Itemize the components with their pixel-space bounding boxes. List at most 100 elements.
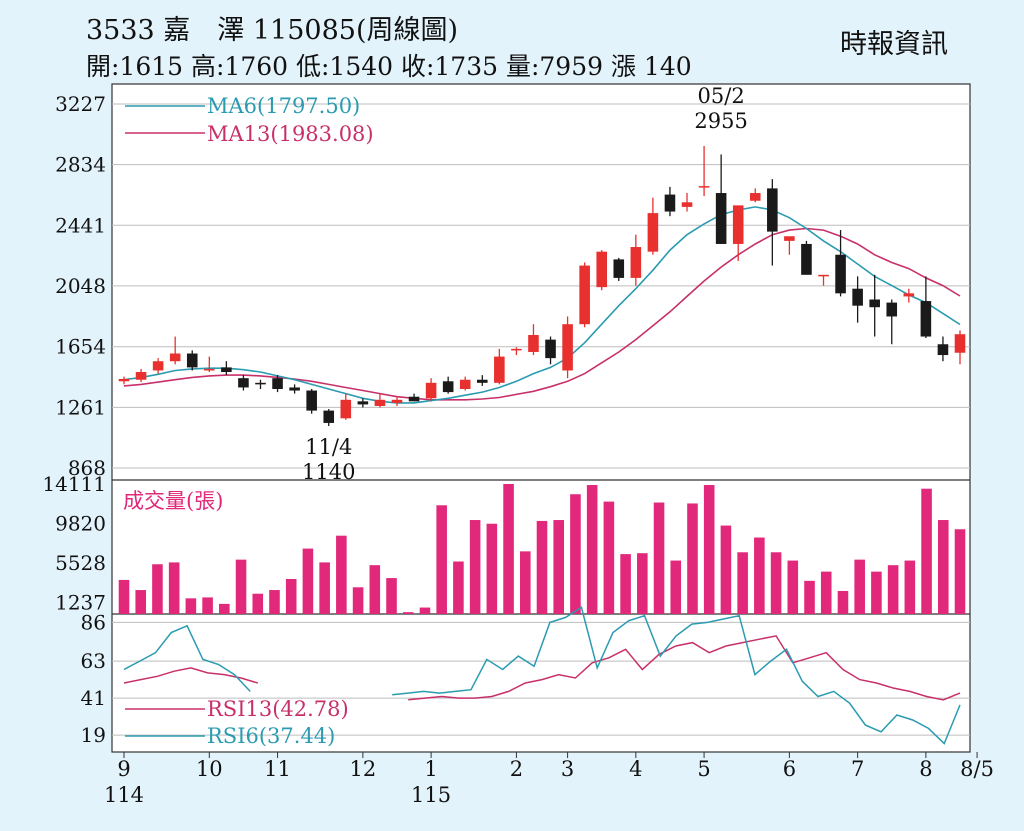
candle-down (476, 379, 488, 383)
candle-up (954, 334, 966, 353)
x-tick-label: 12 (349, 757, 376, 781)
candle-up (391, 399, 403, 403)
chart-title: 3533 嘉 澤 115085(周線圖) (86, 15, 459, 46)
volume-bar (637, 553, 648, 614)
rsi-tick-label: 86 (81, 610, 106, 634)
candle-down (835, 254, 846, 294)
volume-bar (219, 603, 230, 614)
candle-down (869, 299, 880, 308)
x-tick-label: 7 (851, 757, 864, 781)
volume-bar (536, 520, 548, 614)
candle-down (545, 339, 556, 359)
ma13-line (123, 227, 961, 401)
x-tick-label: 4 (629, 757, 642, 781)
volume-bar (486, 523, 498, 614)
volume-bar (570, 494, 581, 614)
x-tick-label: 11 (264, 757, 291, 781)
ma6-line (123, 206, 961, 404)
candle-down (306, 390, 317, 411)
candle-up (630, 247, 642, 278)
legend-ma13-label: MA13(1983.08) (207, 122, 374, 146)
candle-down (442, 381, 454, 393)
source-label: 時報資訊 (840, 29, 948, 60)
volume-bar (386, 578, 397, 614)
volume-tick-label: 1237 (55, 591, 106, 615)
candle-up (135, 372, 147, 380)
price-tick-label: 3227 (55, 92, 106, 116)
x-tick-label: 8 (919, 757, 932, 781)
volume-bar (269, 590, 280, 614)
candle-down (664, 194, 676, 212)
volume-bar (118, 579, 130, 614)
candle-up (528, 334, 539, 352)
volume-bar (252, 593, 264, 614)
candle-down (357, 401, 369, 405)
candle-up (579, 265, 590, 325)
volume-bar (670, 560, 682, 614)
volume-bar (720, 525, 732, 614)
candle-up (562, 324, 573, 371)
volume-bar (336, 535, 347, 614)
x-tick-label: 2 (510, 757, 523, 781)
volume-bar (804, 580, 815, 614)
price-tick-label: 1654 (55, 335, 106, 359)
rsi13-line (123, 635, 961, 701)
quote-line: 開:1615 高:1760 低:1540 收:1735 量:7959 漲 140 (86, 52, 692, 81)
volume-bar (369, 565, 381, 614)
candle-up (732, 205, 744, 244)
x-tick-label: 8/5 (960, 757, 994, 781)
volume-bar (770, 552, 782, 614)
candle-down (613, 259, 625, 278)
volume-bar (402, 612, 414, 614)
volume-bar (837, 590, 849, 614)
rsi-tick-label: 41 (81, 686, 106, 710)
x-tick-label: 6 (783, 757, 796, 781)
candle-up (459, 379, 471, 389)
candle-up (169, 353, 181, 362)
legend-rsi13-label: RSI13(42.78) (207, 697, 349, 721)
volume-bar (419, 607, 431, 614)
candle-up (374, 399, 386, 406)
volume-bar (754, 537, 765, 614)
volume-bar (854, 559, 865, 614)
rsi-tick-label: 19 (81, 723, 106, 747)
candle-up (596, 251, 608, 288)
candle-up (425, 382, 437, 399)
candle-down (886, 302, 898, 317)
volume-bar (152, 564, 163, 614)
candle-up (152, 361, 164, 371)
candle-up (818, 274, 829, 277)
volume-bar (653, 502, 665, 614)
candle-down (323, 410, 335, 423)
candle-up (340, 399, 352, 419)
volume-tick-label: 14111 (42, 472, 106, 496)
candle-down (408, 396, 420, 402)
candle-down (238, 378, 249, 388)
candle-down (221, 367, 232, 373)
candle-up (681, 202, 693, 207)
volume-bar (871, 571, 882, 614)
low-annotation-price: 1140 (302, 460, 355, 484)
candle-down (852, 288, 863, 306)
candle-down (937, 344, 949, 356)
volume-bar (503, 484, 514, 614)
volume-bar (352, 587, 364, 614)
volume-bar (787, 560, 799, 614)
volume-bar (954, 529, 966, 614)
x-tick-label: 9 (117, 757, 130, 781)
legend-ma6-label: MA6(1797.50) (207, 94, 360, 118)
volume-bar (469, 520, 481, 614)
x-tick-label: 10 (196, 757, 223, 781)
price-tick-label: 2048 (55, 274, 106, 298)
price-tick-label: 1261 (55, 395, 106, 419)
candle-down (801, 243, 812, 275)
volume-bar (937, 520, 949, 614)
volume-bar (185, 598, 197, 614)
x-year-label: 114 (104, 783, 144, 807)
candle-up (494, 356, 505, 383)
candle-up (903, 293, 915, 297)
candle-down (767, 188, 778, 232)
legend-rsi6-label: RSI6(37.44) (207, 724, 335, 748)
candle-down (715, 193, 727, 244)
